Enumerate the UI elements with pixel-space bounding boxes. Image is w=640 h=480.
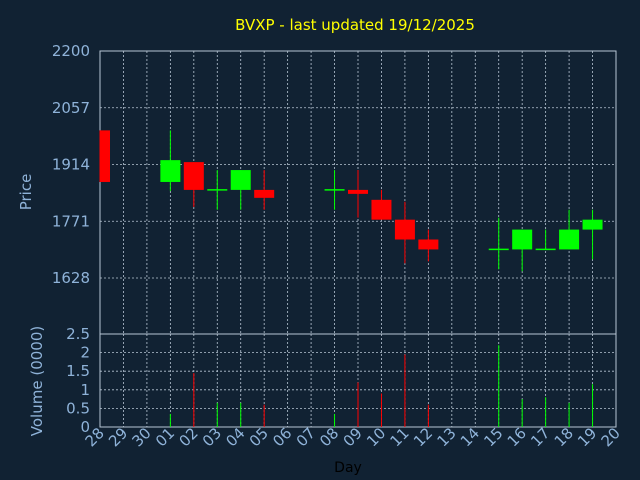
volume-tick-label: 0.5	[66, 399, 90, 417]
x-tick-label: 03	[199, 424, 225, 450]
volume-axis-label: Volume (0000)	[28, 326, 46, 436]
price-tick-label: 2057	[52, 99, 90, 117]
x-tick-label: 06	[269, 424, 295, 450]
candle-body	[254, 189, 275, 198]
chart-title: BVXP - last updated 19/12/2025	[235, 16, 475, 34]
candle-body	[183, 162, 204, 190]
candle-body	[582, 219, 603, 230]
x-tick-label: 18	[551, 424, 577, 450]
candle-body	[230, 170, 251, 190]
volume-tick-label: 2.5	[66, 325, 90, 343]
x-tick-label: 01	[152, 424, 178, 450]
x-tick-label: 02	[175, 424, 201, 450]
x-tick-label: 11	[387, 424, 413, 450]
price-tick-label: 1628	[52, 269, 90, 287]
candle-body	[348, 189, 368, 194]
candle-body	[394, 219, 415, 240]
price-panel: 1628 1771 1914 2057 2200	[52, 42, 617, 335]
candle-body	[160, 160, 181, 182]
candle-body	[371, 199, 392, 220]
x-tick-label: 14	[457, 424, 483, 450]
x-tick-label: 30	[129, 424, 155, 450]
price-axis-label: Price	[17, 174, 35, 211]
volume-tick-label: 2	[80, 344, 90, 362]
price-tick-label: 1914	[52, 156, 90, 174]
x-tick-label: 09	[340, 424, 366, 450]
x-axis-label: Day	[334, 460, 362, 476]
x-tick-label: 10	[363, 424, 389, 450]
x-tick-label: 29	[105, 424, 131, 450]
x-tick-label: 19	[574, 424, 600, 450]
x-tick-label: 15	[480, 424, 506, 450]
candle-body	[559, 229, 580, 250]
x-tick-label: 12	[410, 424, 436, 450]
x-tick-label: 13	[433, 424, 459, 450]
x-tick-label: 05	[246, 424, 272, 450]
candle-body	[512, 229, 533, 250]
x-tick-label: 16	[504, 424, 530, 450]
volume-tick-label: 1	[80, 381, 90, 399]
volume-tick-label: 0	[80, 418, 90, 436]
x-tick-label: 07	[293, 424, 319, 450]
volume-tick-label: 1.5	[66, 362, 90, 380]
volume-panel: 00.511.522.52829300102030405060708091011…	[66, 325, 624, 450]
candle-body	[100, 130, 110, 182]
x-tick-label: 20	[598, 424, 624, 450]
x-tick-label: 04	[222, 424, 248, 450]
x-tick-label: 08	[316, 424, 342, 450]
candle-body	[418, 239, 439, 250]
x-tick-label: 17	[527, 424, 553, 450]
price-tick-label: 1771	[52, 212, 90, 230]
price-tick-label: 2200	[52, 42, 90, 60]
